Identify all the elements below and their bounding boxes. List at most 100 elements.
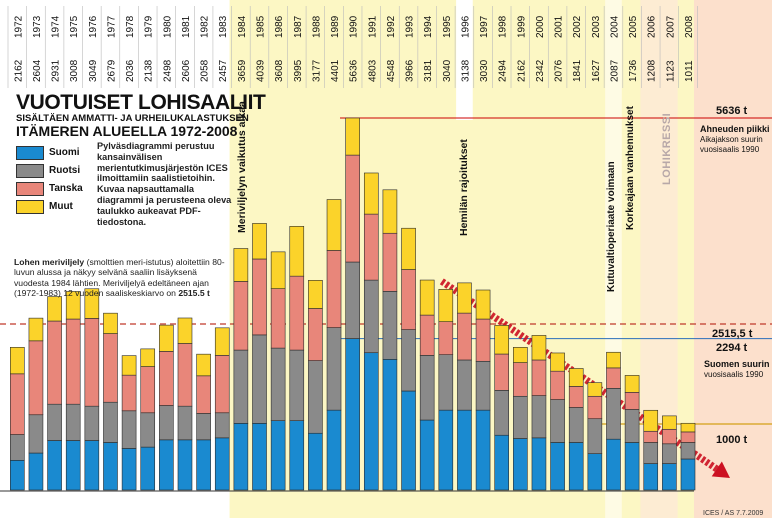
bar-muut-1977 — [103, 312, 118, 334]
bar-tanska-1974 — [47, 320, 62, 405]
year-label-1982: 1982 — [200, 15, 211, 38]
bar-tanska-1977 — [103, 333, 118, 403]
bar-muut-1973 — [28, 317, 44, 342]
bar-muut-1985 — [252, 223, 267, 260]
bar-suomi-1994 — [419, 419, 435, 491]
legend-label-ruotsi: Ruotsi — [49, 165, 81, 176]
total-label-1999: 2162 — [516, 59, 527, 82]
year-label-1999: 1999 — [516, 15, 527, 38]
bar-muut-1989 — [326, 199, 342, 251]
bar-suomi-1975 — [65, 440, 81, 491]
bar-suomi-2005 — [624, 442, 640, 491]
legend-item-tanska: Tanska — [16, 180, 83, 197]
bar-ruotsi-1980 — [159, 405, 174, 441]
total-label-2000: 2342 — [535, 59, 546, 82]
bar-ruotsi-1984 — [233, 349, 249, 424]
bar-tanska-2000 — [531, 359, 547, 396]
bar-suomi-1982 — [196, 439, 211, 491]
bar-suomi-2001 — [550, 442, 565, 491]
bar-muut-1972 — [10, 346, 25, 375]
year-label-1972: 1972 — [13, 15, 24, 38]
year-label-1985: 1985 — [256, 15, 267, 38]
bar-suomi-1972 — [10, 459, 25, 491]
bar-tanska-1998 — [494, 353, 509, 391]
chart-subtitle: SISÄLTÄEN AMMATTI- JA URHEILUKALASTUKSEN — [16, 113, 249, 124]
chart-description[interactable]: Pylväsdiagrammi perustuu kansainvälisen … — [97, 141, 232, 227]
bar-tanska-1980 — [159, 351, 174, 406]
bar-muut-1986 — [270, 251, 286, 289]
bar-ruotsi-1994 — [419, 355, 435, 421]
bar-suomi-1983 — [214, 437, 230, 491]
total-label-1990: 5636 — [349, 59, 360, 82]
total-label-1993: 3966 — [405, 59, 416, 82]
bar-muut-1994 — [419, 279, 435, 316]
bar-suomi-1980 — [159, 439, 174, 491]
bar-tanska-1972 — [10, 373, 25, 435]
bar-muut-2006 — [643, 409, 659, 432]
bar-tanska-1989 — [326, 250, 342, 328]
year-label-1977: 1977 — [106, 15, 117, 38]
bar-ruotsi-1997 — [475, 360, 491, 411]
legend-swatch-tanska — [16, 181, 44, 196]
note-lead: Lohen meriviljely — [14, 257, 85, 267]
bar-muut-1988 — [308, 280, 323, 309]
bar-muut-1982 — [196, 353, 211, 377]
year-label-1993: 1993 — [405, 15, 416, 38]
bar-ruotsi-2002 — [568, 407, 584, 443]
bar-ruotsi-1988 — [308, 360, 323, 434]
year-label-2005: 2005 — [628, 15, 639, 38]
year-label-2004: 2004 — [609, 15, 620, 38]
total-label-2003: 1627 — [591, 59, 602, 82]
bar-tanska-1978 — [121, 374, 137, 412]
total-label-1994: 3181 — [423, 59, 434, 82]
bar-tanska-2002 — [568, 386, 584, 408]
bar-tanska-2005 — [624, 392, 640, 410]
year-label-1978: 1978 — [125, 15, 136, 38]
bar-tanska-2001 — [550, 370, 565, 400]
legend-label-suomi: Suomi — [49, 147, 80, 158]
year-label-1990: 1990 — [349, 15, 360, 38]
bar-muut-2001 — [550, 352, 565, 372]
total-label-2006: 1208 — [647, 59, 658, 82]
total-label-1997: 3030 — [479, 59, 490, 82]
legend-label-tanska: Tanska — [49, 183, 83, 194]
total-label-1972: 2162 — [13, 59, 24, 82]
total-label-1982: 2058 — [200, 59, 211, 82]
total-label-2007: 1123 — [665, 60, 676, 82]
total-label-1980: 2498 — [162, 59, 173, 82]
bar-tanska-2008 — [680, 431, 696, 443]
bar-ruotsi-1975 — [65, 403, 81, 441]
year-label-2008: 2008 — [684, 15, 695, 38]
bar-ruotsi-1991 — [363, 279, 379, 354]
total-label-2005: 1736 — [628, 59, 639, 82]
bar-suomi-1997 — [475, 409, 491, 491]
bar-suomi-1974 — [47, 440, 62, 491]
bar-suomi-1999 — [513, 438, 528, 491]
legend-swatch-ruotsi — [16, 163, 44, 178]
bar-ruotsi-1979 — [140, 412, 156, 448]
bar-tanska-2004 — [606, 367, 621, 389]
total-label-1992: 4548 — [386, 59, 397, 82]
avg-value-label: 2515,5 t — [712, 328, 753, 340]
bar-suomi-2000 — [531, 437, 547, 491]
source-label: ICES / AS 7.7.2009 — [703, 510, 763, 517]
trend-arrow-head — [711, 461, 730, 478]
total-label-1988: 3177 — [311, 59, 322, 82]
bar-muut-2008 — [680, 422, 696, 433]
bar-muut-2002 — [568, 368, 584, 387]
bar-muut-1987 — [289, 226, 305, 277]
bar-ruotsi-1981 — [177, 405, 193, 441]
total-label-1996: 3138 — [460, 59, 471, 82]
lohiaressi-annotation: LOHIKRESSI — [661, 113, 673, 185]
bar-muut-1979 — [140, 348, 156, 367]
legend-swatch-muut — [16, 199, 44, 214]
legend-item-ruotsi: Ruotsi — [16, 162, 83, 179]
bar-ruotsi-1996 — [457, 359, 472, 411]
year-label-1981: 1981 — [181, 15, 192, 38]
bar-suomi-1991 — [363, 352, 379, 491]
year-label-1988: 1988 — [311, 15, 322, 38]
right-panel — [694, 0, 772, 518]
bar-muut-1975 — [65, 291, 81, 320]
total-label-1991: 4803 — [367, 59, 378, 82]
